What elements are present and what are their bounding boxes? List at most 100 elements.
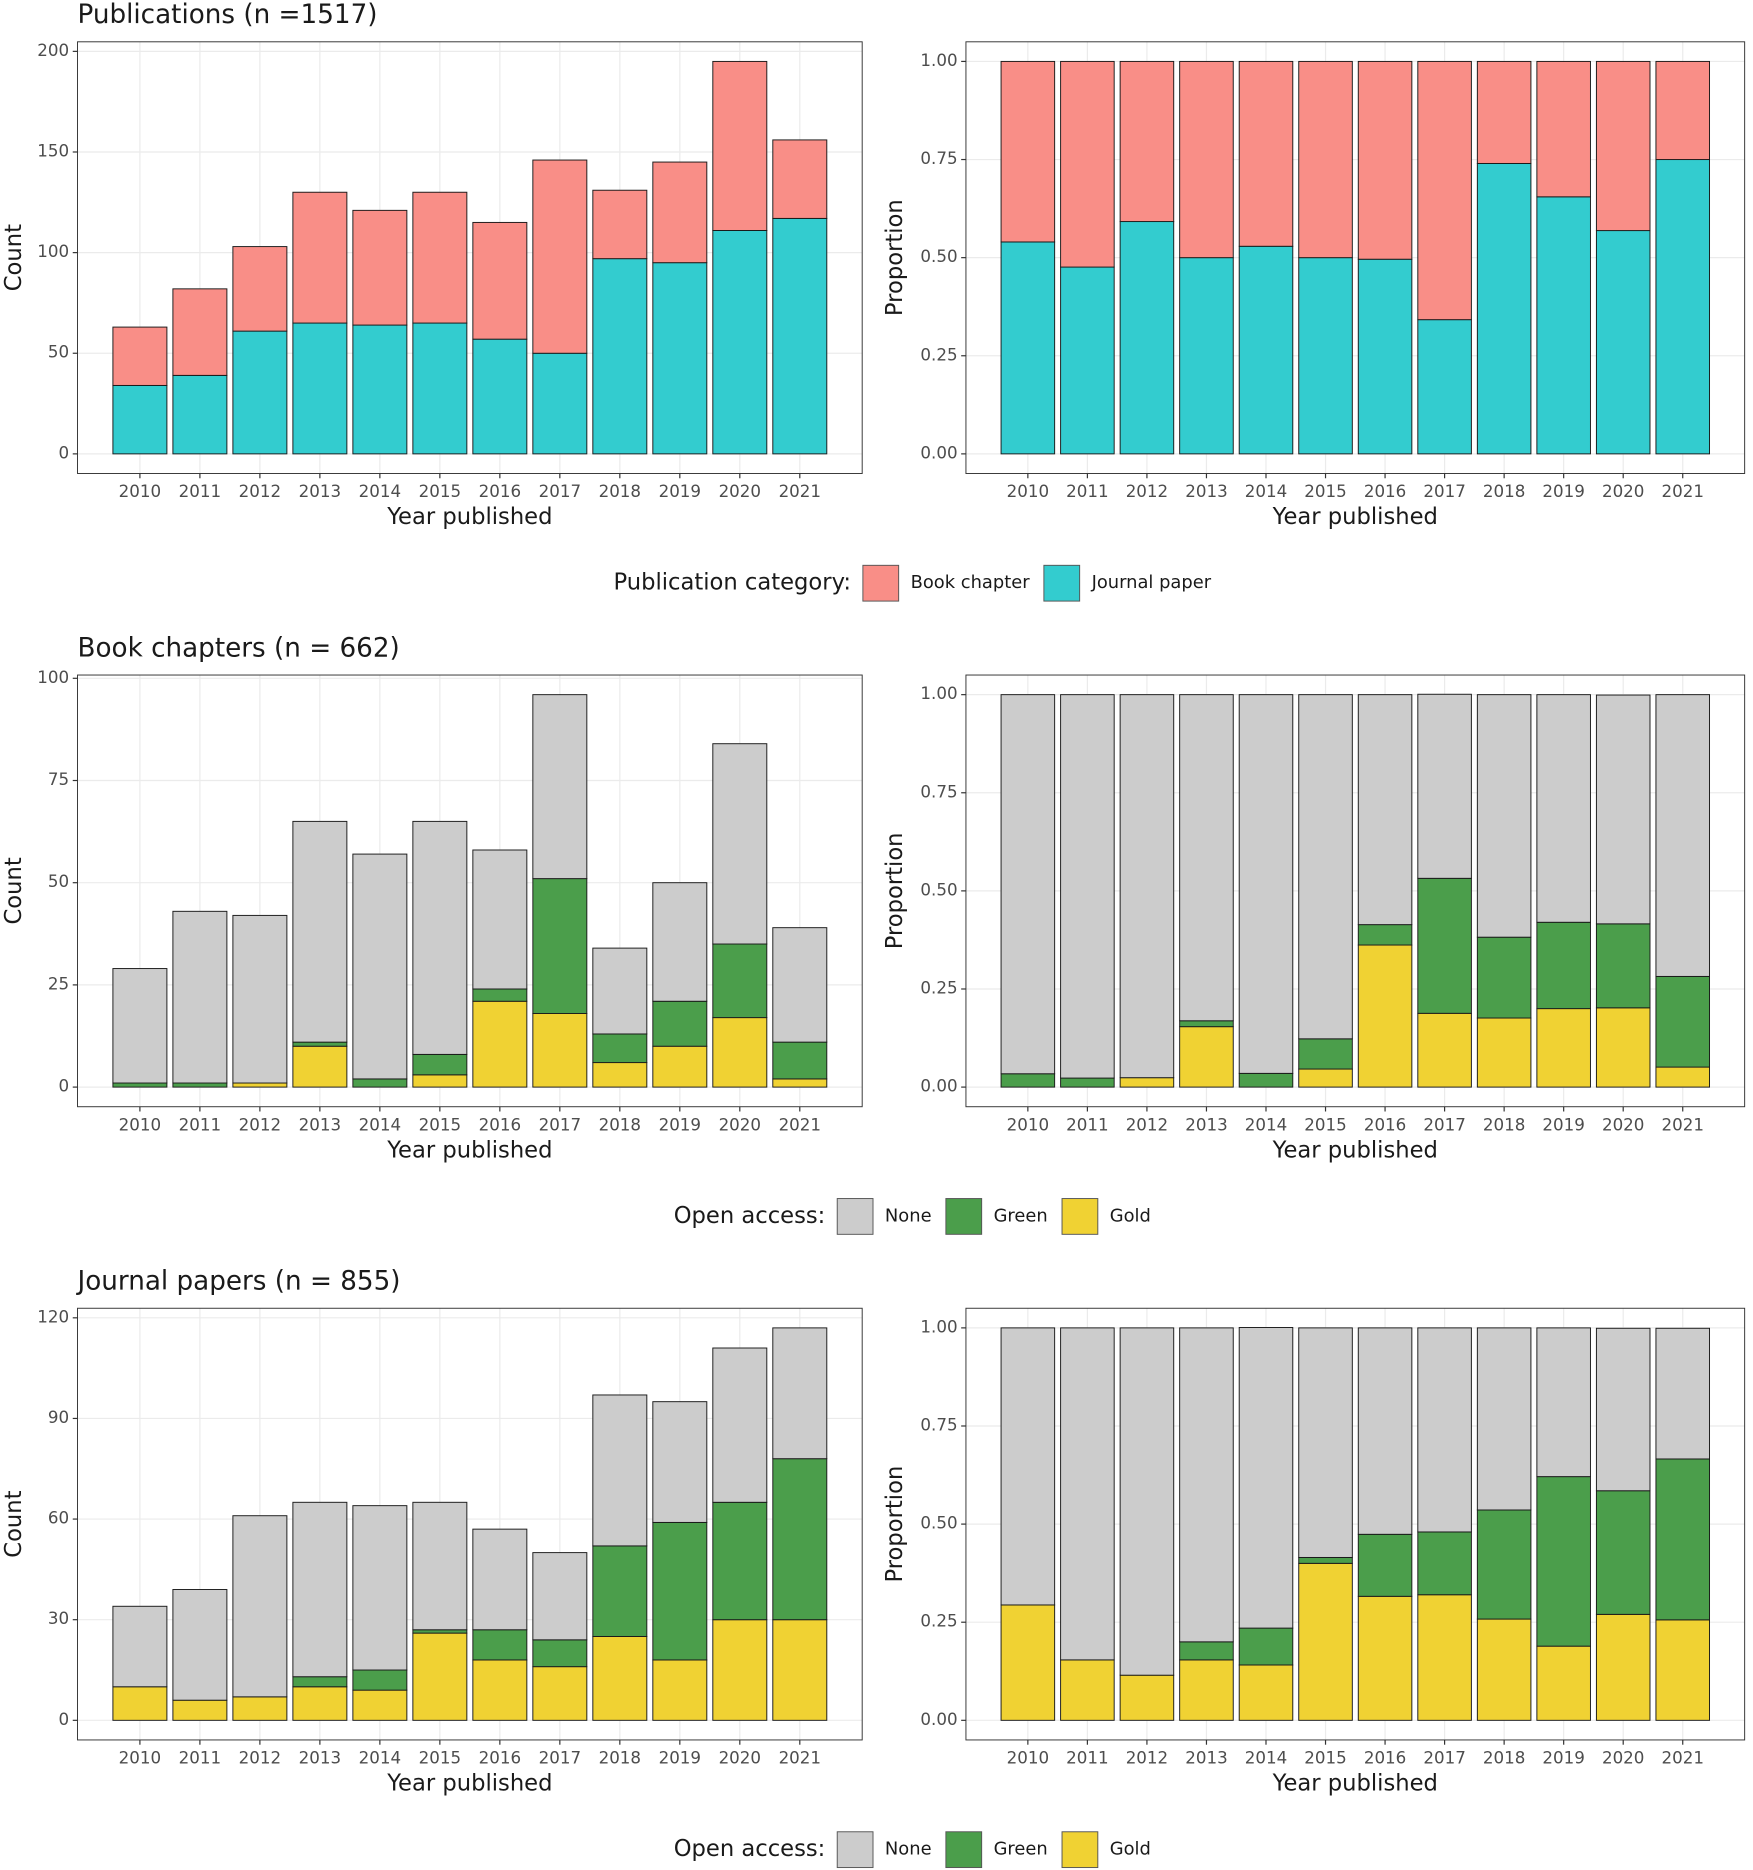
bar <box>1298 1038 1353 1070</box>
bar <box>172 1699 228 1721</box>
x-tick-label: 2017 <box>1423 482 1465 501</box>
x-tick-label: 2014 <box>359 482 401 501</box>
bar <box>472 849 528 990</box>
y-tick-label: 0.75 <box>920 1415 957 1434</box>
bar <box>1655 975 1711 1068</box>
bar <box>1179 257 1234 455</box>
bar <box>1119 1077 1175 1088</box>
x-tick-label: 2013 <box>1185 1749 1227 1768</box>
bar <box>232 330 288 455</box>
bar <box>1595 694 1651 925</box>
bar <box>712 60 768 231</box>
panel-border <box>965 1307 1746 1741</box>
x-tick-label: 2013 <box>1185 482 1227 501</box>
y-tick-label: 90 <box>48 1408 69 1427</box>
bar <box>1238 694 1294 1074</box>
bar <box>1536 1476 1591 1647</box>
bar <box>532 1552 588 1641</box>
x-tick-label: 2015 <box>1304 1115 1346 1134</box>
x-tick-label: 2018 <box>1483 482 1525 501</box>
x-tick-label: 2012 <box>1126 1749 1168 1768</box>
x-tick-label: 2013 <box>299 1749 341 1768</box>
panel-border <box>965 41 1746 474</box>
x-tick-label: 2012 <box>239 1749 281 1768</box>
bar <box>1000 1327 1056 1606</box>
x-tick-label: 2015 <box>419 1749 461 1768</box>
bar <box>112 1605 168 1688</box>
legend: Publication category: Book chapter Journal… <box>613 564 1212 602</box>
bar <box>1536 196 1591 455</box>
bar <box>1357 1327 1413 1535</box>
x-tick-label: 2016 <box>1364 1749 1406 1768</box>
bar <box>592 1394 648 1547</box>
bar <box>352 853 408 1080</box>
bar <box>412 1501 468 1631</box>
bar <box>712 743 768 945</box>
bar <box>1357 1533 1413 1597</box>
legend: Open access: None Green Gold <box>674 1831 1151 1869</box>
bar <box>1357 944 1413 1088</box>
bar <box>1357 1595 1413 1721</box>
x-axis-title: Year published <box>1272 504 1438 530</box>
bar <box>472 1659 528 1721</box>
bar <box>1655 60 1711 161</box>
legend-label: Gold <box>1110 1205 1151 1226</box>
y-tick-label: 200 <box>37 41 69 60</box>
y-tick-label: 150 <box>37 141 69 160</box>
bar <box>1298 60 1353 259</box>
x-tick-label: 2020 <box>719 1115 761 1134</box>
x-axis-title: Year published <box>386 504 552 530</box>
x-tick-label: 2013 <box>1185 1115 1227 1134</box>
y-axis-title: Proportion <box>882 199 908 316</box>
bar <box>592 189 648 260</box>
bar <box>772 139 828 219</box>
legend-key <box>945 1831 983 1869</box>
legend-label: None <box>885 1205 932 1226</box>
bar <box>1119 694 1175 1079</box>
bar <box>1595 923 1651 1009</box>
bar <box>1595 1327 1651 1492</box>
legend-key <box>1061 1198 1099 1235</box>
bar <box>1655 1458 1711 1621</box>
y-tick-label: 0.25 <box>920 1612 957 1631</box>
bar <box>1655 1066 1711 1088</box>
y-tick-label: 30 <box>48 1609 69 1628</box>
x-tick-label: 2017 <box>1423 1115 1465 1134</box>
bar <box>292 322 348 455</box>
bar <box>1357 924 1413 946</box>
x-tick-label: 2019 <box>1542 1749 1584 1768</box>
bar <box>112 1082 168 1088</box>
bar <box>1595 60 1651 232</box>
bar <box>1060 1327 1115 1661</box>
y-axis-title: Proportion <box>882 832 908 949</box>
bar <box>412 1074 468 1088</box>
x-tick-label: 2011 <box>1066 1115 1108 1134</box>
y-tick-label: 100 <box>37 668 69 687</box>
bar <box>1238 1664 1294 1721</box>
x-tick-label: 2014 <box>359 1749 401 1768</box>
bar <box>412 1632 468 1721</box>
bar <box>652 161 708 264</box>
x-tick-label: 2018 <box>599 482 641 501</box>
bar <box>292 1501 348 1678</box>
x-tick-label: 2016 <box>479 1749 521 1768</box>
bar <box>1595 1007 1651 1088</box>
x-axis-title: Year published <box>386 1771 552 1797</box>
bar <box>1417 877 1472 1014</box>
bar <box>652 1000 708 1047</box>
bar <box>1238 245 1294 455</box>
y-tick-label: 75 <box>48 770 69 789</box>
bar <box>532 1639 588 1668</box>
legend-key <box>945 1198 983 1235</box>
x-tick-label: 2015 <box>1304 482 1346 501</box>
legend-key <box>1061 1831 1099 1869</box>
bar <box>172 1082 228 1088</box>
bar <box>592 258 648 455</box>
bar <box>1179 1327 1234 1643</box>
bar <box>1179 694 1234 1022</box>
bar <box>592 1062 648 1088</box>
bar <box>652 262 708 455</box>
y-tick-label: 0.00 <box>920 1077 957 1096</box>
bar <box>172 374 228 455</box>
x-tick-label: 2013 <box>299 482 341 501</box>
